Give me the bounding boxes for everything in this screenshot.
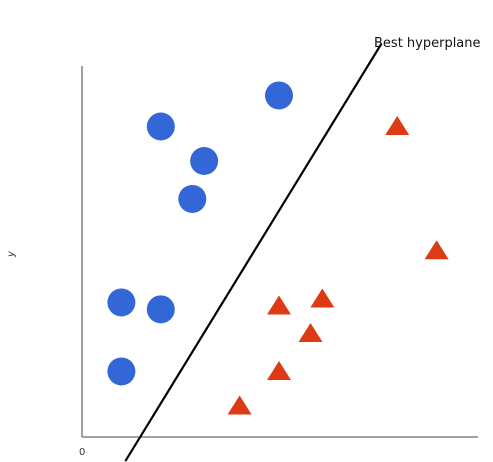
y-axis-title: y (6, 250, 17, 258)
circle-point (265, 81, 293, 110)
triangle-point (385, 116, 410, 136)
hyperplane-label: Best hyperplane (374, 36, 481, 51)
triangle-point (267, 295, 291, 315)
circle-point (178, 184, 207, 213)
axes (81, 66, 478, 438)
circle-point (190, 147, 219, 175)
circle-point (107, 288, 136, 317)
data-markers (107, 81, 449, 415)
circle-point (146, 112, 175, 141)
triangle-series (227, 116, 449, 415)
hyperplane-line (124, 43, 383, 462)
circle-point (146, 295, 175, 324)
triangle-point (310, 288, 335, 308)
circle-point (107, 357, 136, 386)
triangle-point (424, 240, 449, 260)
origin-tick-label: 0 (79, 447, 85, 458)
triangle-point (298, 323, 323, 343)
circle-series (107, 81, 293, 386)
hyperplane (124, 43, 383, 462)
triangle-point (267, 361, 291, 380)
triangle-point (227, 395, 252, 415)
